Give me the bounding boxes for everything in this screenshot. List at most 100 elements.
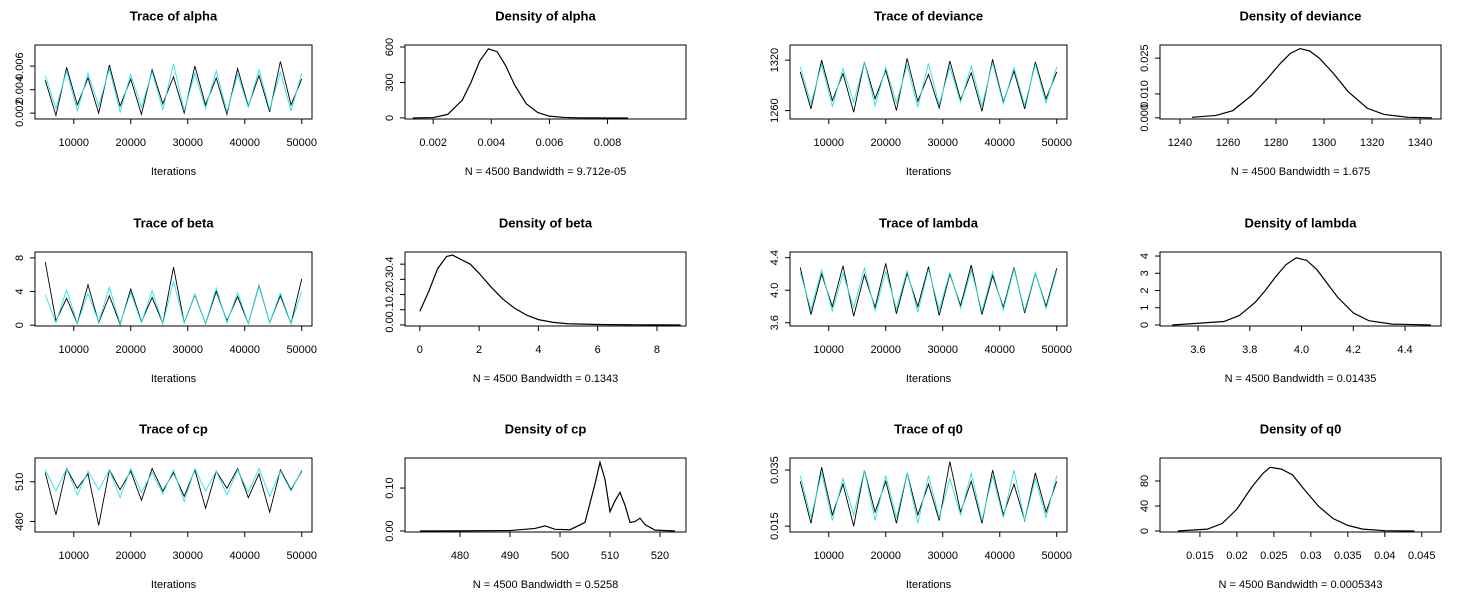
x-tick-label: 50000: [1041, 344, 1072, 356]
x-tick-label: 500: [551, 550, 569, 562]
x-tick-label: 0.004: [478, 137, 506, 149]
chart-title: Density of q0: [1260, 421, 1342, 436]
data-line: [1172, 257, 1431, 326]
x-axis-label: N = 4500 Bandwidth = 0.5258: [473, 579, 619, 591]
x-axis-label: Iterations: [906, 373, 952, 385]
x-tick-label: 30000: [927, 137, 958, 149]
x-tick-label: 20000: [870, 344, 901, 356]
x-tick-label: 0.04: [1374, 550, 1395, 562]
x-tick-label: 0.03: [1300, 550, 1321, 562]
y-tick-label: 0.4: [384, 257, 396, 272]
y-tick-label: 0.004: [14, 76, 26, 104]
x-tick-label: 50000: [286, 550, 317, 562]
x-axis-label: N = 4500 Bandwidth = 1.675: [1231, 166, 1370, 178]
x-tick-label: 8: [654, 344, 660, 356]
x-axis-label: Iterations: [151, 166, 197, 178]
plot-box: [789, 44, 1068, 120]
x-tick-label: 1240: [1168, 137, 1192, 149]
x-tick-label: 490: [501, 550, 519, 562]
x-axis-label: Iterations: [151, 579, 197, 591]
data-line: [44, 262, 303, 326]
x-tick-label: 0.008: [594, 137, 622, 149]
x-tick-label: 1260: [1216, 137, 1240, 149]
data-line: [799, 58, 1058, 113]
x-tick-label: 0.045: [1408, 550, 1436, 562]
x-tick-label: 30000: [172, 137, 203, 149]
data-line: [799, 61, 1058, 109]
x-tick-label: 40000: [229, 550, 260, 562]
y-tick-label: 0.000: [1139, 104, 1151, 132]
y-tick-label: 1320: [769, 48, 781, 72]
x-tick-label: 520: [651, 550, 669, 562]
plot-box: [789, 457, 1068, 533]
data-line: [44, 467, 303, 504]
x-tick-label: 10000: [58, 550, 89, 562]
data-line: [799, 469, 1058, 524]
y-tick-label: 4.4: [769, 250, 781, 265]
y-tick-label: 3.6: [769, 315, 781, 330]
plot-box: [404, 44, 687, 120]
x-tick-label: 0.035: [1334, 550, 1362, 562]
chart-title: Trace of cp: [139, 421, 208, 436]
y-tick-label: 0.015: [769, 512, 781, 540]
plot-box: [1159, 44, 1442, 120]
x-tick-label: 510: [601, 550, 619, 562]
chart-title: Density of cp: [505, 421, 587, 436]
y-tick-label: 0.010: [1139, 80, 1151, 108]
chart-title: Trace of beta: [133, 215, 214, 230]
plot-box: [789, 251, 1068, 327]
y-tick-label: 300: [384, 73, 396, 91]
x-tick-label: 4.4: [1397, 344, 1412, 356]
data-line: [412, 48, 628, 119]
y-tick-label: 4: [14, 288, 26, 294]
x-tick-label: 0.015: [1186, 550, 1214, 562]
x-tick-label: 1320: [1360, 137, 1384, 149]
x-axis-label: N = 4500 Bandwidth = 9.712e-05: [465, 166, 626, 178]
x-tick-label: 10000: [813, 344, 844, 356]
y-tick-label: 0.10: [384, 477, 396, 498]
x-tick-label: 30000: [927, 344, 958, 356]
x-tick-label: 480: [451, 550, 469, 562]
y-tick-label: 510: [14, 473, 26, 491]
plot-box: [34, 251, 313, 327]
x-tick-label: 20000: [870, 550, 901, 562]
chart-title: Trace of alpha: [130, 8, 218, 23]
y-tick-label: 80: [1139, 475, 1151, 487]
data-line: [419, 254, 681, 326]
y-tick-label: 0.2: [384, 287, 396, 302]
x-tick-label: 1280: [1264, 137, 1288, 149]
chart-title: Density of lambda: [1245, 215, 1358, 230]
x-tick-label: 20000: [870, 137, 901, 149]
data-line: [799, 266, 1058, 314]
y-tick-label: 0.1: [384, 302, 396, 317]
data-line: [799, 461, 1058, 527]
y-tick-label: 480: [14, 512, 26, 530]
data-line: [1191, 47, 1433, 119]
x-tick-label: 6: [595, 344, 601, 356]
y-tick-label: 0: [384, 115, 396, 121]
x-axis-label: N = 4500 Bandwidth = 0.0005343: [1219, 579, 1383, 591]
chart-title: Trace of lambda: [879, 215, 979, 230]
y-tick-label: 1260: [769, 98, 781, 122]
y-tick-label: 0: [1139, 528, 1151, 534]
x-tick-label: 4.0: [1294, 344, 1309, 356]
x-tick-label: 20000: [115, 344, 146, 356]
x-axis-label: Iterations: [151, 373, 197, 385]
x-tick-label: 1340: [1408, 137, 1432, 149]
y-tick-label: 1: [1139, 305, 1151, 311]
y-tick-label: 0.035: [769, 456, 781, 484]
x-axis-label: Iterations: [906, 579, 952, 591]
x-tick-label: 40000: [229, 137, 260, 149]
x-tick-label: 10000: [813, 137, 844, 149]
x-tick-label: 50000: [1041, 137, 1072, 149]
plot-box: [404, 251, 687, 327]
x-tick-label: 10000: [58, 344, 89, 356]
y-tick-label: 2: [1139, 287, 1151, 293]
x-axis-label: N = 4500 Bandwidth = 0.1343: [473, 373, 619, 385]
y-tick-label: 3: [1139, 270, 1151, 276]
y-tick-label: 0.00: [384, 520, 396, 541]
y-tick-label: 0.006: [14, 52, 26, 80]
x-tick-label: 20000: [115, 550, 146, 562]
y-tick-label: 4: [1139, 253, 1151, 259]
